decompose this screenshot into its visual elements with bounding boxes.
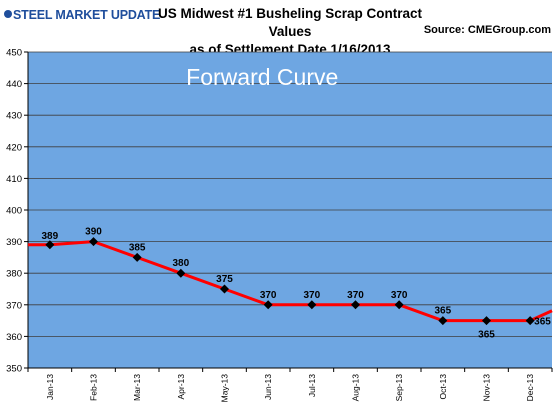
source-value: CMEGroup.com: [467, 24, 551, 36]
data-label: 365: [434, 306, 451, 317]
y-tick-label: 370: [6, 300, 22, 311]
x-tick-label: Apr-13: [176, 374, 186, 400]
data-label: 370: [347, 290, 364, 301]
data-point-marker: [132, 252, 142, 262]
data-labels: 389 390 385 380 375 370 370 370 370 365 365 365: [41, 227, 551, 341]
x-tick-label: Mar-13: [132, 374, 142, 401]
forward-curve-annotation: Forward Curve: [186, 64, 338, 90]
y-tick-label: 380: [6, 269, 22, 280]
chart-title-line-1: US Midwest #1 Busheling Scrap Contract V…: [157, 6, 423, 39]
data-point-marker: [220, 284, 229, 294]
data-point-marker: [45, 240, 55, 250]
y-tick-label: 450: [6, 48, 22, 59]
data-label: 380: [172, 258, 189, 269]
data-label: 365: [534, 317, 551, 328]
y-tick-label: 420: [6, 142, 22, 153]
x-tick-label: May-13: [220, 374, 230, 403]
data-label: 370: [391, 290, 408, 301]
x-tick-label: Aug-13: [351, 374, 361, 402]
x-tick-label: Jan-13: [45, 374, 55, 400]
y-tick-label: 430: [6, 111, 22, 122]
data-point-marker: [525, 316, 535, 326]
logo-text-primary: STEEL MARKET: [13, 8, 108, 22]
series-line: [28, 240, 553, 323]
x-tick-label: Jun-13: [263, 374, 273, 400]
logo-text-secondary: UPDATE: [110, 8, 161, 22]
series-forward-curve: [28, 237, 553, 326]
y-axis-tick-labels: 350 360 370 380 390 400 410 420 430 440 450: [6, 48, 22, 375]
y-tick-label: 350: [6, 364, 22, 375]
x-tick-label: Feb-13: [89, 374, 99, 401]
data-point-marker: [89, 237, 98, 247]
x-tick-label: Dec-13: [525, 374, 535, 402]
data-point-marker: [394, 300, 404, 310]
source-label: Source:: [423, 24, 465, 36]
x-axis-tick-labels: Jan-13 Feb-13 Mar-13 Apr-13 May-13 Jun-13 Jul-…: [45, 374, 535, 403]
y-tick-label: 440: [6, 79, 22, 90]
data-point-marker: [176, 268, 186, 278]
data-label: 389: [41, 231, 58, 242]
data-label: 370: [303, 290, 320, 301]
data-label: 370: [260, 290, 277, 301]
data-point-marker: [482, 316, 491, 326]
y-tick-label: 390: [6, 237, 22, 248]
steel-market-update-logo: STEEL MARKET UPDATE: [4, 8, 160, 24]
data-label: 390: [85, 227, 102, 238]
y-tick-label: 360: [6, 332, 22, 343]
data-point-marker: [351, 300, 360, 310]
data-point-marker: [438, 316, 448, 326]
data-point-marker: [263, 300, 273, 310]
source-note: Source: CMEGroup.com: [424, 24, 551, 36]
x-tick-label: Oct-13: [438, 374, 448, 400]
axes: [24, 51, 553, 372]
data-label: 365: [478, 330, 495, 341]
data-label: 385: [129, 242, 146, 253]
x-tick-label: Jul-13: [307, 374, 317, 397]
logo-mark-icon: [4, 10, 12, 18]
x-tick-label: Sep-13: [394, 374, 404, 402]
y-tick-label: 400: [6, 206, 22, 217]
y-tick-label: 410: [6, 174, 22, 185]
data-point-marker: [307, 300, 317, 310]
x-tick-label: Nov-13: [482, 374, 492, 402]
data-label: 375: [216, 274, 233, 285]
